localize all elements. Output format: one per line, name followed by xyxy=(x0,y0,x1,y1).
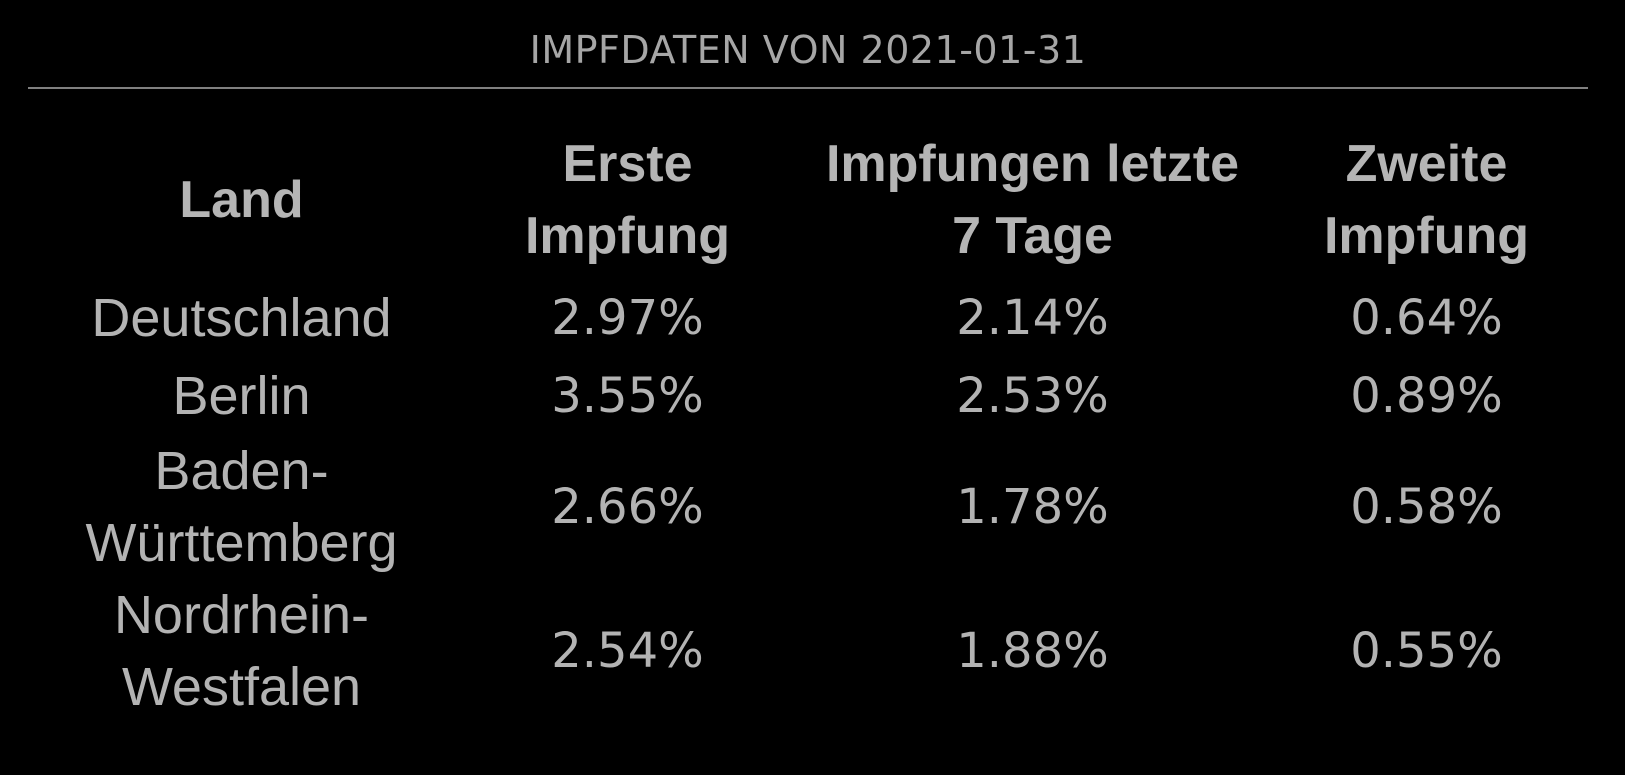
table-row: Berlin 3.55% 2.53% 0.89% xyxy=(28,357,1588,435)
erste-impfung-cell: 2.54% xyxy=(551,623,704,679)
letzte-7-tage-cell: 1.88% xyxy=(956,623,1109,679)
table-row: Nordrhein-Westfalen 2.54% 1.88% 0.55% xyxy=(28,579,1588,723)
letzte-7-tage-cell: 1.78% xyxy=(956,479,1109,535)
erste-impfung-cell: 2.97% xyxy=(551,290,704,346)
land-cell: Deutschland xyxy=(91,288,392,348)
vaccination-table: Land Erste Impfung Impfungen letzte 7 Ta… xyxy=(28,125,1588,723)
module-header: IMPFDATEN VON 2021-01-31 xyxy=(28,0,1588,89)
zweite-impfung-cell: 0.55% xyxy=(1350,623,1503,679)
land-cell: Baden-Württemberg xyxy=(85,441,398,573)
column-header-erste-impfung: Erste Impfung xyxy=(524,135,731,265)
table-row: Deutschland 2.97% 2.14% 0.64% xyxy=(28,279,1588,357)
land-cell: Nordrhein-Westfalen xyxy=(113,585,370,717)
erste-impfung-cell: 3.55% xyxy=(551,368,704,424)
table-row: Baden-Württemberg 2.66% 1.78% 0.58% xyxy=(28,435,1588,579)
zweite-impfung-cell: 0.64% xyxy=(1350,290,1503,346)
column-header-zweite-impfung: Zweite Impfung xyxy=(1323,135,1530,265)
table-header-row: Land Erste Impfung Impfungen letzte 7 Ta… xyxy=(28,125,1588,279)
erste-impfung-cell: 2.66% xyxy=(551,479,704,535)
letzte-7-tage-cell: 2.53% xyxy=(956,368,1109,424)
land-cell: Berlin xyxy=(172,366,311,426)
zweite-impfung-cell: 0.58% xyxy=(1350,479,1503,535)
column-header-land: Land xyxy=(179,171,304,229)
column-header-impfungen-letzte-7-tage: Impfungen letzte 7 Tage xyxy=(825,135,1240,265)
letzte-7-tage-cell: 2.14% xyxy=(956,290,1109,346)
zweite-impfung-cell: 0.89% xyxy=(1350,368,1503,424)
